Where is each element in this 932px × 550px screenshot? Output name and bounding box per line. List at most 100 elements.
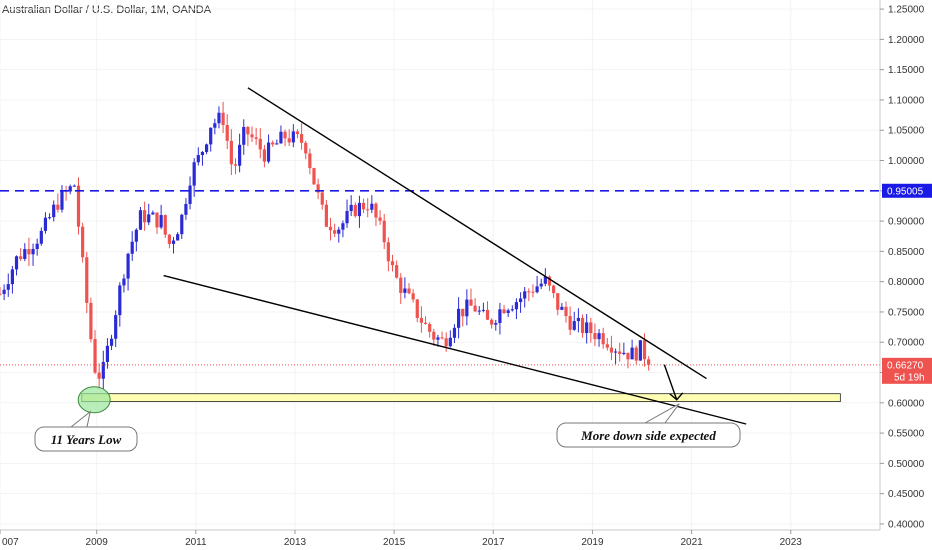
resistance-price-label: 0.95005 <box>887 186 924 197</box>
countdown-label: 5d 19h <box>894 372 925 383</box>
candle-body <box>2 289 6 294</box>
candle-body <box>353 204 357 217</box>
annotations: 11 Years Low More down side expected <box>34 386 741 452</box>
candle-body <box>481 309 485 311</box>
candle-body <box>151 212 155 215</box>
candle-body <box>324 204 328 227</box>
candle-body <box>378 217 382 221</box>
candle-body <box>638 340 642 361</box>
candle-body <box>14 256 19 270</box>
candle-body <box>221 112 225 126</box>
candle-body <box>295 131 300 135</box>
candle-body <box>171 240 176 244</box>
candle-body <box>337 229 341 234</box>
candle-body <box>498 309 502 324</box>
candle-body <box>390 261 395 266</box>
candle-body <box>485 309 490 320</box>
candle-body <box>43 217 48 231</box>
candle-body <box>47 217 52 219</box>
candle-body <box>238 144 242 166</box>
candle-body <box>560 306 564 310</box>
candle-body <box>601 333 605 345</box>
overlay-lines <box>0 87 880 425</box>
candle-body <box>299 134 304 143</box>
x-tick-label: 2015 <box>383 537 406 548</box>
candle-body <box>465 299 469 317</box>
candle-body <box>428 323 432 332</box>
candle-body <box>580 317 585 334</box>
upper-trendline <box>247 87 707 380</box>
low-callout-text: 11 Years Low <box>51 432 122 447</box>
candle-body <box>122 278 126 286</box>
y-tick-label: 1.20000 <box>888 35 925 46</box>
candle-body <box>0 293 2 295</box>
candle-body <box>605 344 609 348</box>
candle-body <box>76 185 81 227</box>
candle-body <box>543 276 547 284</box>
candle-body <box>436 337 440 340</box>
candle-body <box>523 291 527 299</box>
candle-body <box>287 138 291 143</box>
candle-body <box>85 257 89 303</box>
current-price-tag <box>882 357 932 384</box>
candle-body <box>134 229 138 242</box>
candle-body <box>130 241 134 254</box>
low-circle <box>77 386 111 414</box>
candle-body <box>184 203 188 215</box>
candle-body <box>35 243 39 249</box>
candle-body <box>126 253 130 279</box>
down-callout-text: More down side expected <box>580 428 716 443</box>
candle-body <box>622 352 626 355</box>
resistance-price-tag <box>882 183 932 198</box>
candle-body <box>357 202 362 217</box>
candle-body <box>589 322 593 334</box>
candle-body <box>461 308 465 317</box>
candle-body <box>200 151 205 156</box>
chart-title: Australian Dollar / U.S. Dollar, 1M, OAN… <box>2 4 212 16</box>
candle-body <box>510 309 514 311</box>
support-zone <box>81 393 841 402</box>
candle-body <box>68 186 72 192</box>
candle-body <box>246 126 250 135</box>
candle-body <box>159 215 163 228</box>
candle-body <box>155 212 159 228</box>
candle-body <box>473 305 477 312</box>
candle-body <box>647 359 651 365</box>
candle-body <box>341 223 345 230</box>
candle-body <box>72 185 76 187</box>
candle-body <box>304 142 308 154</box>
y-tick-label: 1.15000 <box>888 65 925 76</box>
candle-body <box>345 211 349 224</box>
candle-body <box>97 372 101 379</box>
candle-body <box>613 351 618 353</box>
candle-body <box>585 322 589 334</box>
candle-body <box>180 214 184 235</box>
candle-body <box>593 333 597 340</box>
candle-body <box>630 347 634 360</box>
y-tick-label: 1.05000 <box>888 126 925 137</box>
candle-body <box>440 337 444 339</box>
candle-body <box>366 209 370 211</box>
candle-body <box>250 134 254 138</box>
candle-body <box>618 351 622 355</box>
candle-body <box>328 226 333 231</box>
candle-body <box>399 277 403 293</box>
candle-body <box>101 361 105 379</box>
candle-body <box>527 291 531 293</box>
candle-body <box>518 298 523 303</box>
candle-body <box>138 210 143 230</box>
y-tick-label: 0.70000 <box>888 338 925 349</box>
candle-body <box>52 204 56 218</box>
candle-body <box>411 293 415 300</box>
candle-body <box>114 315 118 339</box>
y-tick-label: 0.85000 <box>888 247 925 258</box>
candle-body <box>254 137 258 139</box>
candle-body <box>19 256 23 260</box>
candle-body <box>147 214 151 223</box>
candle-body <box>262 149 267 162</box>
y-tick-label: 1.00000 <box>888 156 925 167</box>
candle-body <box>118 285 122 316</box>
candle-body <box>452 327 457 338</box>
